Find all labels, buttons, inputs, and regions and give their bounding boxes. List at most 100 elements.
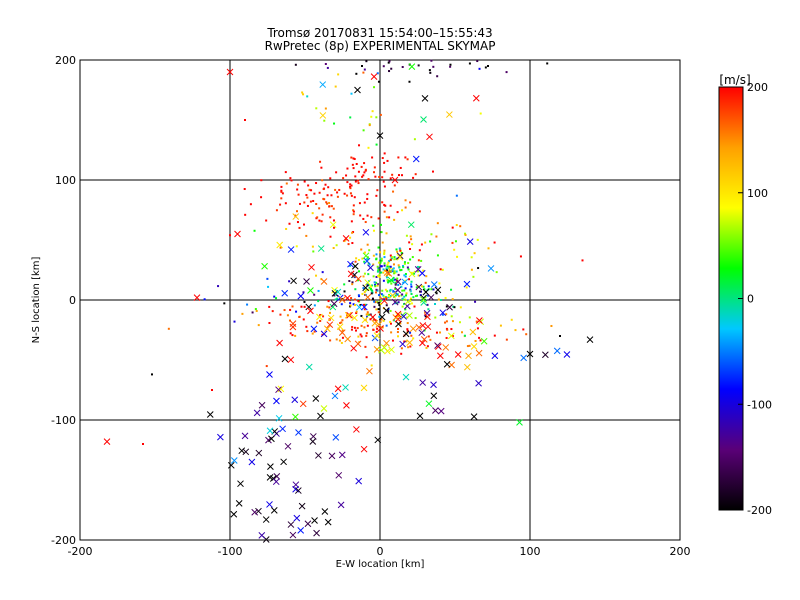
data-point-dot [379,223,382,226]
data-point-cross [206,411,214,418]
colorbar-tick-label: 100 [747,187,768,200]
data-point-dot [335,244,338,247]
data-point-dot [377,308,380,311]
data-point-dot [313,304,316,307]
data-point-dot [289,308,292,311]
data-point-cross [262,516,270,523]
data-point-dot [363,251,366,254]
data-point-dot [251,311,254,314]
data-point-dot [404,273,407,276]
data-point-dot [346,314,349,317]
data-point-cross [437,407,445,415]
data-point-cross [330,300,338,308]
data-point-dot [407,268,410,271]
data-point-dot [349,116,352,119]
data-point-dot [388,293,391,296]
data-point-dot [362,217,365,220]
data-point-dot [288,222,291,225]
data-point-cross [367,264,374,272]
data-point-dot [404,206,407,209]
data-point-dot [375,253,378,256]
data-point-cross [392,314,400,321]
data-point-dot [266,277,269,280]
data-point-dot [317,289,320,292]
data-point-dot [522,328,525,331]
y-tick-label: 200 [55,54,76,67]
chart-subtitle: RwPretec (8p) EXPERIMENTAL SKYMAP [265,39,496,53]
data-point-dot [417,64,420,67]
data-point-dot [376,189,379,192]
data-point-dot [383,152,386,155]
data-point-dot [361,257,364,260]
data-point-cross [353,426,360,433]
data-point-dot [352,204,355,207]
data-point-dot [344,238,347,241]
data-point-dot [253,229,256,232]
data-point-cross [381,297,388,305]
data-point-dot [430,288,433,291]
data-point-cross [313,529,320,537]
data-point-dot [505,71,508,74]
data-point-cross [383,339,390,347]
data-point-dot [370,289,373,292]
data-point-cross [336,323,344,331]
data-point-cross [361,316,369,324]
data-point-dot [439,268,442,271]
data-point-dot [475,320,478,323]
data-point-dot [265,365,268,368]
colorbar: [m/s] -200 -100 0 100 200 [718,73,772,517]
data-point-cross [242,448,250,456]
data-point-dot [401,66,404,69]
colorbar-tick-label: 200 [747,81,768,94]
data-point-cross [237,480,244,488]
data-point-dot [356,327,359,330]
data-point-dot [327,300,330,303]
data-point-dot [424,315,427,318]
data-point-dot [441,313,444,316]
data-point-dot [418,249,421,252]
data-point-cross [409,325,417,333]
data-point-dot [295,245,298,248]
data-point-dot [305,194,308,197]
data-point-dot [476,60,479,63]
data-point-cross [235,499,243,507]
data-point-cross [277,385,285,393]
data-point-dot [383,170,386,173]
data-point-dot [321,179,324,182]
data-point-dot [427,308,430,311]
data-point-cross [402,373,410,381]
data-point-dot [279,203,282,206]
data-point-cross [321,508,329,515]
data-point-dot [377,261,380,264]
data-point-cross [516,419,523,426]
data-point-dot [374,319,377,322]
data-point-dot [466,345,469,348]
colorbar-ticks: -200 -100 0 100 200 [738,81,772,517]
data-point-dot [451,335,454,338]
data-point-cross [266,474,274,481]
y-tick-label: 0 [69,294,76,307]
data-point-dot [289,177,292,180]
data-point-dot [403,295,406,298]
data-point-dot [436,254,439,257]
data-point-dot [476,327,479,330]
data-point-dot [388,265,391,268]
data-point-dot [352,210,355,213]
data-point-dot [374,291,377,294]
data-point-dot [295,310,298,313]
data-point-dot [406,158,409,161]
data-point-cross [320,278,328,285]
data-point-dot [400,352,403,355]
data-point-dot [306,204,309,207]
data-point-cross [307,287,314,294]
data-point-dot [380,293,383,296]
data-point-cross [563,351,571,358]
data-point-cross [276,241,284,249]
data-point-dot [330,194,333,197]
data-point-dot [401,297,404,300]
data-point-dot [223,302,226,305]
data-point-dot [510,318,513,321]
data-point-dot [410,285,413,288]
data-point-cross [406,339,414,346]
data-point-cross [360,445,368,453]
